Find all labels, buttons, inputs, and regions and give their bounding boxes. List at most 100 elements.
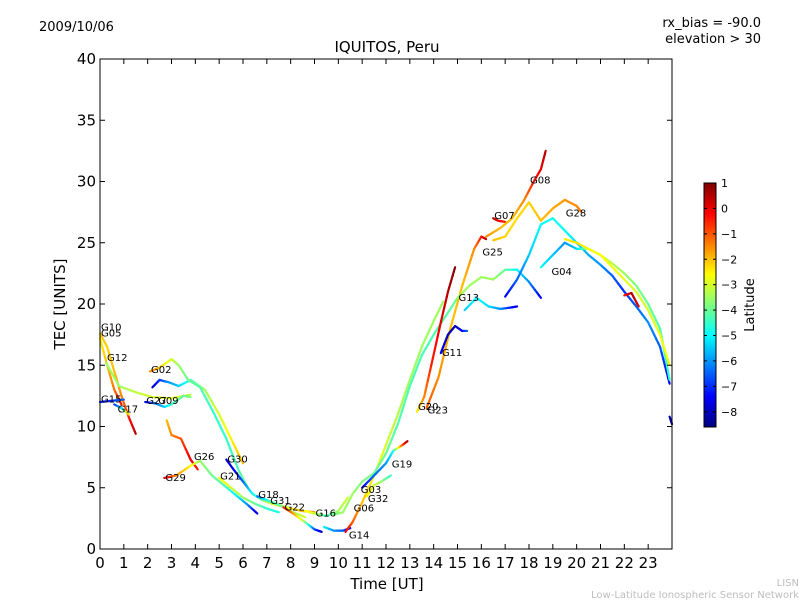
- x-tick-label: 5: [214, 554, 224, 572]
- series-layer: [98, 149, 674, 533]
- colorbar-ticks: 1 0 −1 −2 −3 −4 −5 −6 −7 −8: [704, 177, 737, 419]
- series-segment: [133, 429, 137, 435]
- satellite-label: G18: [258, 490, 278, 501]
- series-segment: [451, 313, 456, 323]
- x-tick-label: 10: [329, 554, 348, 572]
- series-segment: [406, 384, 411, 394]
- series-g28: [492, 198, 583, 242]
- x-tick-label: 4: [191, 554, 201, 572]
- series-segment: [434, 335, 439, 345]
- series-segment: [119, 400, 123, 406]
- x-tick-label: 7: [262, 554, 272, 572]
- series-segment: [404, 391, 409, 400]
- series-segment: [239, 458, 245, 465]
- series-segment: [579, 210, 583, 214]
- series-segment: [396, 416, 402, 426]
- satellite-label: G11: [442, 348, 462, 359]
- x-tick-label: 2: [143, 554, 153, 572]
- series-segment: [537, 294, 543, 299]
- satellite-label: G28: [566, 208, 586, 219]
- org-abbr: LISN: [777, 578, 799, 589]
- satellite-label: G20: [418, 402, 438, 413]
- series-g24: [563, 237, 671, 367]
- series-segment: [663, 353, 668, 364]
- satellite-label: G06: [354, 504, 374, 515]
- series-segment: [439, 360, 444, 371]
- y-tick-label: 40: [77, 50, 96, 68]
- colorbar-title: Latitude: [743, 278, 758, 332]
- series-g16: [303, 496, 349, 518]
- series-g13: [456, 268, 543, 299]
- series-segment: [301, 515, 307, 519]
- x-tick-label: 0: [95, 554, 105, 572]
- series-g32: [365, 474, 392, 498]
- series-g02: [148, 358, 249, 489]
- satellite-label: G31: [270, 496, 290, 507]
- series-segment: [440, 300, 445, 306]
- series-segment: [405, 440, 409, 443]
- series-segment: [666, 370, 671, 382]
- series-segment: [195, 466, 199, 471]
- x-axis-title: Time [UT]: [349, 575, 423, 593]
- satellite-label: G26: [194, 452, 214, 463]
- x-tick-label: 1: [119, 554, 129, 572]
- series-segment: [398, 410, 403, 419]
- series-g17: [113, 403, 130, 416]
- colorbar-tick-label: −5: [721, 330, 737, 343]
- colorbar-tick-label: −1: [721, 228, 737, 241]
- x-tick-label: 16: [472, 554, 491, 572]
- satellite-label: G09: [158, 396, 178, 407]
- satellite-label: G14: [349, 531, 369, 542]
- series-segment: [666, 359, 671, 367]
- x-tick-label: 21: [591, 554, 610, 572]
- x-tick-label: 14: [424, 554, 443, 572]
- satellite-label: G30: [227, 455, 247, 466]
- series-segment: [186, 393, 192, 397]
- x-tick-label: 3: [167, 554, 177, 572]
- x-tick-label: 18: [519, 554, 538, 572]
- satellite-labels: G10G05G12G15G17G27G09G02G26G29G30G21G18G…: [101, 175, 586, 541]
- series-g22: [282, 506, 323, 533]
- series-g25: [463, 296, 519, 312]
- series-segment: [441, 351, 446, 363]
- series-segment: [453, 305, 458, 316]
- satellite-label: G19: [392, 459, 412, 470]
- series-g11: [439, 324, 469, 355]
- series-g29: [163, 459, 259, 515]
- org-name: Low-Latitude Ionospheric Sensor Network: [591, 590, 799, 600]
- y-tick-label: 0: [86, 540, 96, 558]
- x-tick-label: 19: [543, 554, 562, 572]
- colorbar-tick-label: 0: [721, 202, 728, 215]
- series-segment: [275, 510, 280, 514]
- colorbar-tick-label: −6: [721, 355, 737, 368]
- satellite-label: G07: [494, 211, 514, 222]
- series-segment: [455, 298, 460, 309]
- series-segment: [126, 412, 130, 416]
- satellite-label: G29: [165, 473, 185, 484]
- x-tick-label: 15: [448, 554, 467, 572]
- series-segment: [388, 474, 392, 478]
- y-tick-label: 5: [86, 479, 96, 497]
- satellite-label: G03: [361, 485, 381, 496]
- satellite-label: G08: [530, 175, 550, 186]
- series-segment: [433, 342, 438, 353]
- satellite-label: G23: [428, 406, 448, 417]
- x-axis: 0 1 2 3 4 5 6 7 8 9 10 11 12 13 14 15 16 17 18 19 20 21 22 23: [95, 59, 658, 572]
- series-segment: [636, 303, 640, 308]
- colorbar-tick-label: −8: [721, 406, 737, 419]
- series-g21: [218, 476, 280, 514]
- colorbar: [703, 182, 717, 428]
- x-tick-label: 17: [496, 554, 515, 572]
- y-tick-label: 25: [77, 234, 96, 252]
- series-g07: [492, 217, 507, 224]
- colorbar-tick-label: −3: [721, 279, 737, 292]
- satellite-label: G10: [101, 322, 121, 333]
- x-tick-label: 11: [353, 554, 372, 572]
- satellite-label: G32: [368, 494, 388, 505]
- x-tick-label: 9: [310, 554, 320, 572]
- series-g27: [144, 394, 192, 408]
- y-tick-label: 10: [77, 418, 96, 436]
- series-g08: [485, 149, 547, 238]
- series-g19: [361, 440, 409, 489]
- satellite-label: G27: [146, 396, 166, 407]
